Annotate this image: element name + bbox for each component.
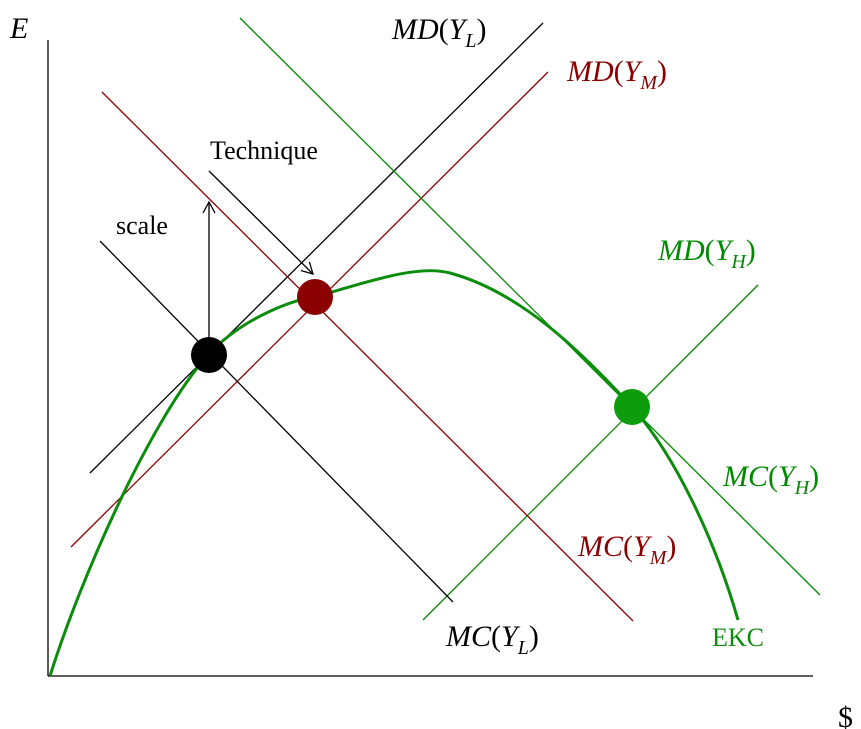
- md-mid-label: MD(YM): [566, 55, 667, 94]
- mc-low-line: [99, 240, 454, 603]
- technique-label: Technique: [210, 136, 318, 165]
- md-low-line: [89, 22, 544, 474]
- equilibrium-high-point: [614, 389, 650, 425]
- mc-mid-line: [101, 91, 634, 622]
- md-high-label: MD(YH): [657, 234, 756, 273]
- equilibrium-mid-point: [297, 279, 333, 315]
- y-axis-label: E: [9, 12, 28, 45]
- equilibrium-low-point: [191, 337, 227, 373]
- md-high-line: [422, 284, 759, 621]
- mc-high-line: [239, 17, 821, 596]
- mc-mid-label: MC(YM): [577, 530, 676, 569]
- x-axis-label: $: [838, 701, 853, 729]
- technique-arrow: [208, 170, 314, 275]
- ekc-label: EKC: [712, 623, 764, 652]
- scale-label: scale: [116, 211, 168, 240]
- ekc-curve: [48, 269, 740, 677]
- mc-high-label: MC(YH): [722, 460, 819, 499]
- md-low-label: MD(YL): [391, 13, 486, 52]
- mc-low-label: MC(YL): [445, 620, 539, 659]
